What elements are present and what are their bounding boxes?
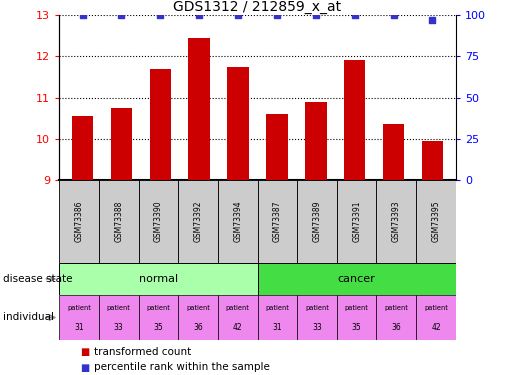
Bar: [227, 67, 249, 180]
Bar: [258, 180, 297, 263]
Text: 36: 36: [193, 323, 203, 332]
Bar: [258, 263, 456, 295]
Text: GSM73388: GSM73388: [114, 201, 123, 242]
Bar: [416, 295, 456, 340]
Point: [234, 12, 242, 18]
Bar: [99, 180, 139, 263]
Text: patient: patient: [424, 304, 448, 310]
Text: ■: ■: [80, 363, 89, 372]
Bar: [218, 180, 258, 263]
Bar: [376, 180, 416, 263]
Bar: [139, 295, 178, 340]
Bar: [422, 141, 443, 180]
Text: 42: 42: [233, 323, 243, 332]
Bar: [139, 180, 178, 263]
Point: [312, 12, 320, 18]
Bar: [178, 180, 218, 263]
Bar: [218, 295, 258, 340]
Text: patient: patient: [265, 304, 289, 310]
Text: 36: 36: [391, 323, 401, 332]
Bar: [59, 295, 99, 340]
Bar: [266, 114, 288, 180]
Point: [351, 12, 359, 18]
Text: GSM73389: GSM73389: [313, 201, 321, 242]
Bar: [99, 295, 139, 340]
Text: patient: patient: [226, 304, 250, 310]
Text: percentile rank within the sample: percentile rank within the sample: [94, 363, 270, 372]
Text: cancer: cancer: [338, 274, 375, 284]
Text: GSM73390: GSM73390: [154, 201, 163, 242]
Text: patient: patient: [186, 304, 210, 310]
Bar: [297, 295, 337, 340]
Bar: [337, 180, 376, 263]
Bar: [178, 295, 218, 340]
Text: 33: 33: [312, 323, 322, 332]
Text: patient: patient: [107, 304, 131, 310]
Bar: [188, 38, 210, 180]
Text: GSM73386: GSM73386: [75, 201, 83, 242]
Bar: [344, 60, 365, 180]
Bar: [150, 69, 171, 180]
Text: 42: 42: [431, 323, 441, 332]
Text: patient: patient: [384, 304, 408, 310]
Text: GSM73394: GSM73394: [233, 201, 242, 242]
Point: [156, 12, 164, 18]
Point: [389, 12, 398, 18]
Point: [195, 12, 203, 18]
Text: individual: individual: [3, 312, 54, 322]
Bar: [305, 102, 327, 180]
Text: GSM73387: GSM73387: [273, 201, 282, 242]
Title: GDS1312 / 212859_x_at: GDS1312 / 212859_x_at: [174, 0, 341, 14]
Bar: [383, 124, 404, 180]
Text: patient: patient: [146, 304, 170, 310]
Text: disease state: disease state: [3, 274, 72, 284]
Text: patient: patient: [67, 304, 91, 310]
Point: [428, 17, 437, 23]
Text: GSM73391: GSM73391: [352, 201, 361, 242]
Text: patient: patient: [345, 304, 369, 310]
Text: transformed count: transformed count: [94, 347, 192, 357]
Text: 35: 35: [352, 323, 362, 332]
Text: GSM73395: GSM73395: [432, 201, 440, 242]
Text: GSM73392: GSM73392: [194, 201, 202, 242]
Text: 33: 33: [114, 323, 124, 332]
Bar: [59, 263, 258, 295]
Bar: [337, 295, 376, 340]
Text: GSM73393: GSM73393: [392, 201, 401, 242]
Point: [117, 12, 126, 18]
Bar: [258, 295, 297, 340]
Bar: [72, 116, 93, 180]
Text: normal: normal: [139, 274, 178, 284]
Bar: [111, 108, 132, 180]
Bar: [59, 180, 99, 263]
Text: 31: 31: [74, 323, 84, 332]
Text: 35: 35: [153, 323, 163, 332]
Point: [78, 12, 87, 18]
Bar: [416, 180, 456, 263]
Text: patient: patient: [305, 304, 329, 310]
Text: ■: ■: [80, 347, 89, 357]
Text: 31: 31: [272, 323, 282, 332]
Bar: [297, 180, 337, 263]
Point: [273, 12, 281, 18]
Bar: [376, 295, 416, 340]
